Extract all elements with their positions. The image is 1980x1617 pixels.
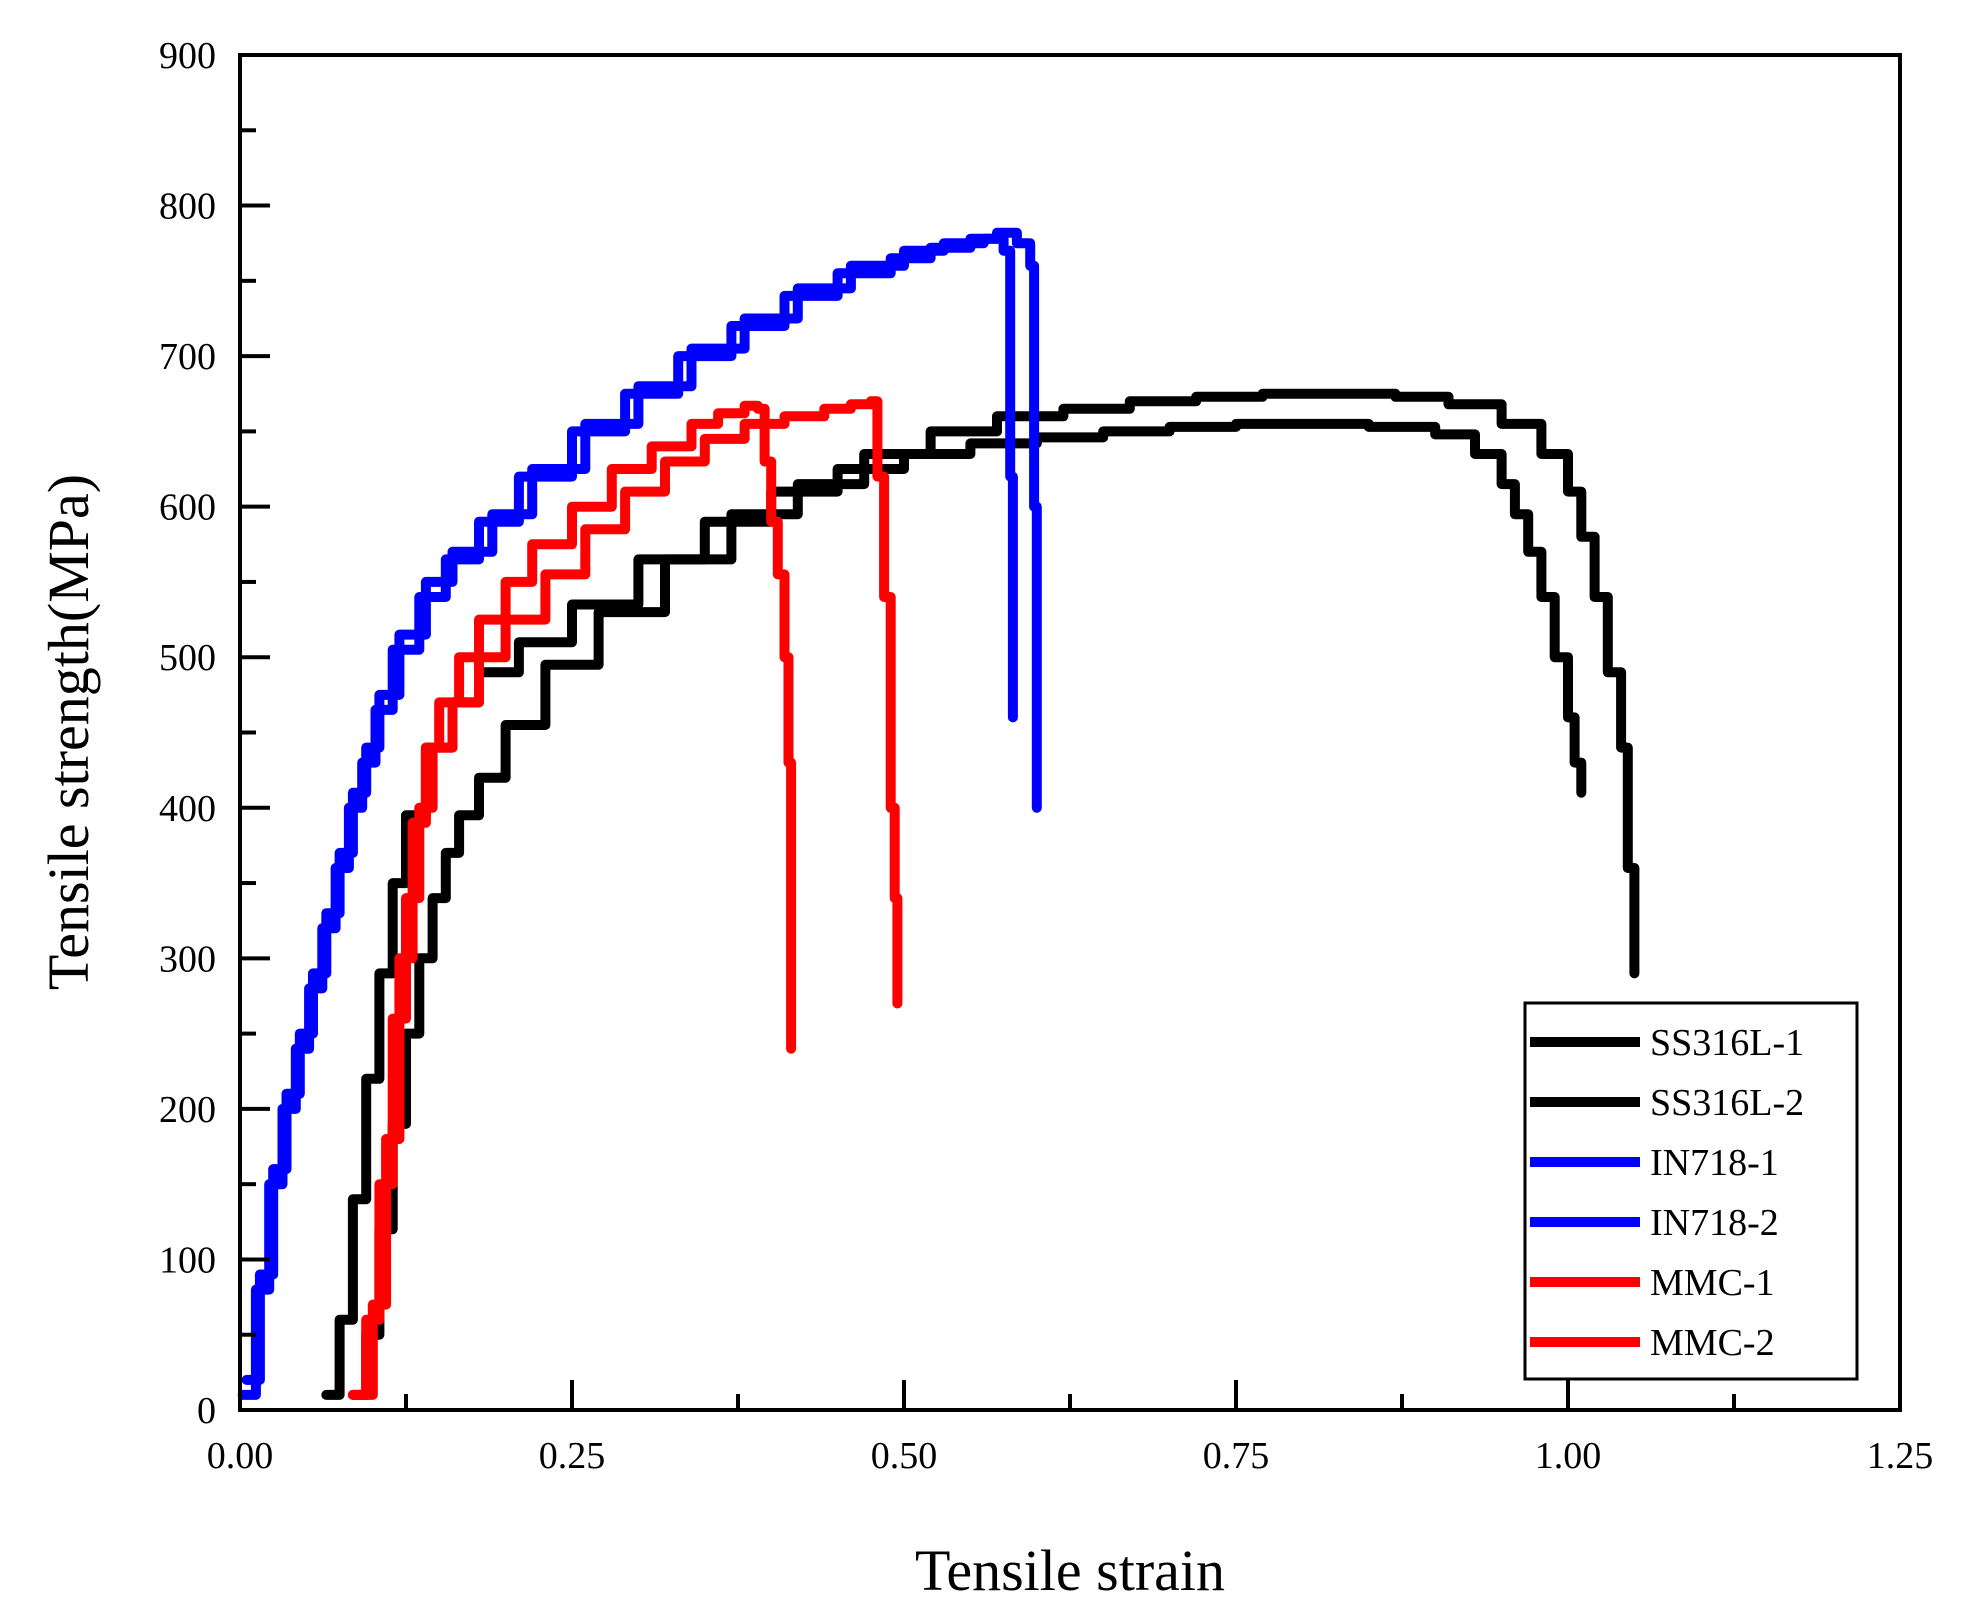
y-tick-label: 800 [159,186,216,228]
legend-label: SS316L-1 [1650,1022,1804,1064]
series-line-mmc-1 [354,400,797,1400]
legend-label: IN718-1 [1650,1142,1779,1184]
legend-label: IN718-2 [1650,1202,1779,1244]
x-axis-tick-labels: 0.00 0.25 0.50 0.75 1.00 1.25 [207,1435,1934,1477]
legend: SS316L-1 SS316L-2 IN718-1 IN718-2 MMC-1 … [1523,1001,1859,1381]
series-line-mmc-2 [347,396,903,1400]
y-tick-label: 300 [159,938,216,980]
y-tick-label: 700 [159,336,216,378]
y-tick-label: 200 [159,1089,216,1131]
series-line-ss316l-1 [321,418,1587,1400]
series-line-in718-2 [237,227,1042,1400]
y-tick-label: 100 [159,1239,216,1281]
legend-label: SS316L-2 [1650,1082,1804,1124]
legend-label: MMC-1 [1650,1262,1775,1304]
y-axis-ticks [240,53,270,1412]
legend-label: MMC-2 [1650,1322,1775,1364]
legend-entries: SS316L-1 SS316L-2 IN718-1 IN718-2 MMC-1 … [1530,1022,1804,1364]
x-axis-ticks [238,1380,1902,1410]
series-line-ss316l-2 [347,388,1640,1400]
x-axis-title: Tensile strain [915,1538,1225,1603]
legend-frame [1523,1001,1859,1381]
y-tick-label: 600 [159,487,216,529]
y-tick-label: 0 [197,1390,216,1432]
x-tick-label: 0.00 [207,1435,274,1477]
y-tick-label: 400 [159,788,216,830]
y-tick-label: 900 [159,35,216,77]
y-axis-tick-labels: 0 100 200 300 400 500 600 700 800 900 [159,35,216,1432]
series-layer [237,227,1640,1400]
x-tick-label: 0.25 [539,1435,606,1477]
x-tick-label: 0.75 [1203,1435,1270,1477]
x-tick-label: 0.50 [871,1435,938,1477]
y-tick-label: 500 [159,637,216,679]
x-tick-label: 1.00 [1535,1435,1602,1477]
x-tick-label: 1.25 [1867,1435,1934,1477]
y-axis-title: Tensile strength(MPa) [36,474,101,990]
